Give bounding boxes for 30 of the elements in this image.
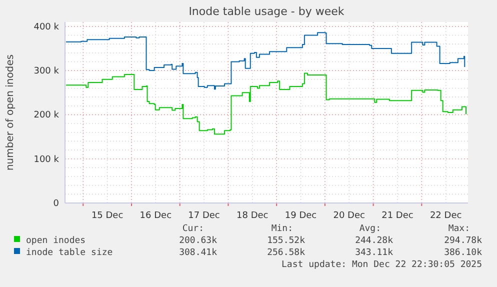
text: 155.52k: [267, 236, 306, 246]
y-axis-title: number of open inodes: [5, 54, 16, 171]
text: 244.28k: [355, 236, 394, 246]
legend-label: open inodes: [26, 236, 86, 246]
y-tick-label: 400 k: [34, 22, 60, 32]
y-tick-label: 0: [53, 199, 60, 209]
text: Cur:: [182, 224, 204, 234]
y-tick-label: 300 k: [34, 66, 60, 77]
text: Max:: [448, 224, 470, 234]
text: 308.41k: [179, 248, 218, 258]
text: 256.58k: [267, 248, 306, 258]
x-tick-label: 15 Dec: [91, 211, 124, 221]
text: 200.63k: [179, 236, 218, 246]
text: 343.11k: [355, 248, 394, 258]
x-tick-label: 22 Dec: [430, 211, 462, 221]
text: 386.10k: [444, 248, 483, 258]
x-tick-label: 16 Dec: [140, 211, 172, 221]
chart-title: Inode table usage - by week: [188, 5, 345, 18]
x-tick-label: 21 Dec: [382, 211, 414, 221]
y-tick-label: 100 k: [34, 154, 60, 165]
text: Last update: Mon Dec 22 22:30:05 2025: [282, 260, 482, 270]
x-tick-label: 19 Dec: [284, 211, 317, 221]
text: Min:: [271, 224, 293, 234]
legend-label: inode table size: [26, 248, 113, 258]
x-tick-label: 17 Dec: [188, 211, 220, 221]
y-tick-label: 200 k: [34, 110, 60, 121]
text: 294.78k: [444, 236, 483, 246]
text: Avg:: [359, 224, 381, 234]
x-tick-label: 20 Dec: [333, 211, 366, 221]
x-tick-label: 18 Dec: [236, 211, 268, 221]
